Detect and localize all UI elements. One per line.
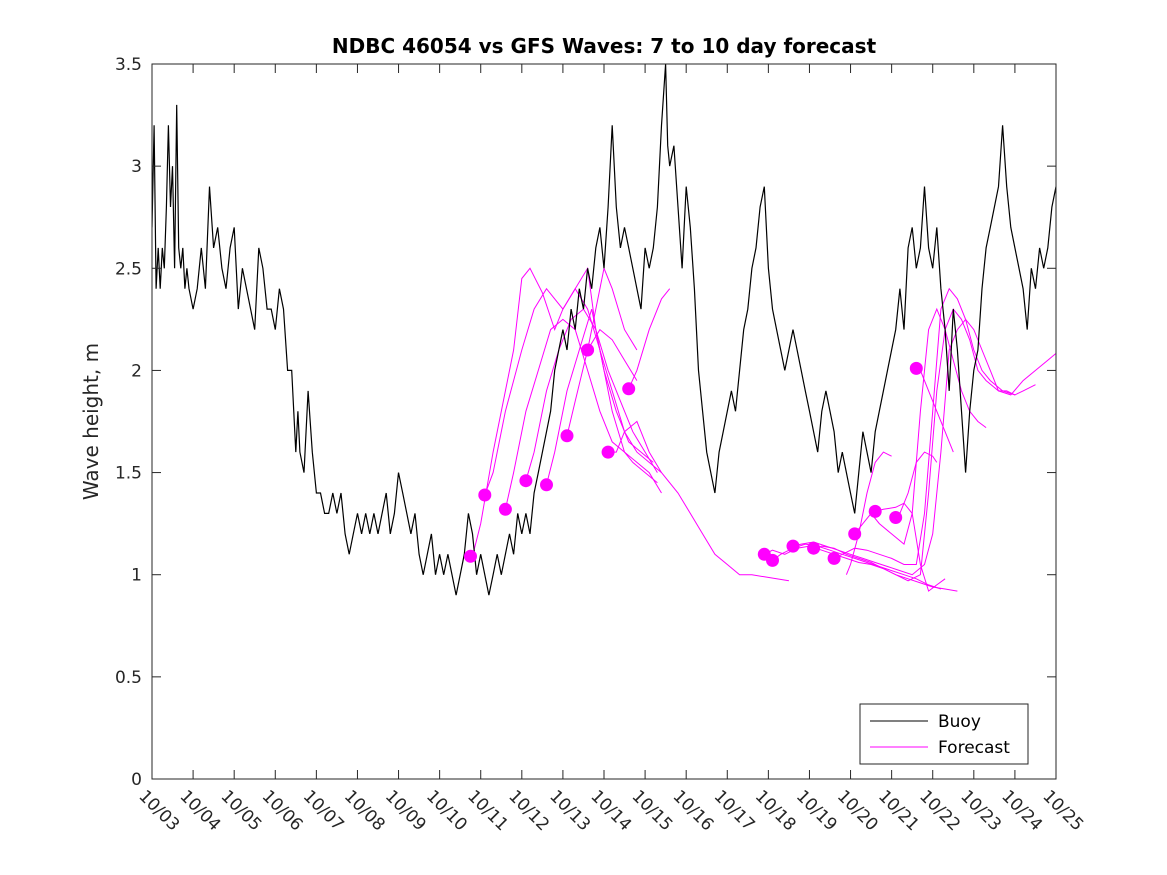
x-tick-label-14: 10/17	[710, 786, 759, 835]
y-axis-label: Wave height, m	[79, 343, 103, 500]
forecast-line-17	[845, 451, 892, 575]
forecast-marker-13	[827, 551, 841, 565]
forecast-marker-10	[766, 553, 779, 567]
forecast-line-20	[1101, 513, 1167, 554]
forecast-line-13	[833, 287, 1016, 565]
series-layer	[152, 64, 1167, 596]
x-tick-label-21: 10/24	[997, 786, 1046, 835]
legend: Buoy Forecast	[859, 703, 1029, 765]
forecast-marker-1	[478, 488, 492, 502]
forecast-marker-7	[601, 445, 615, 459]
x-tick-label-16: 10/19	[792, 786, 841, 835]
x-tick-label-5: 10/08	[340, 786, 389, 835]
forecast-marker-0	[464, 549, 477, 563]
forecast-line-8	[628, 288, 671, 390]
forecast-marker-20	[1115, 509, 1128, 522]
x-tick-label-13: 10/16	[669, 786, 718, 835]
x-tick-label-1: 10/04	[176, 786, 225, 835]
x-tick-label-19: 10/22	[915, 786, 964, 835]
forecast-marker-6	[581, 343, 595, 357]
forecast-line-21	[1122, 469, 1163, 516]
y-tick-label-5: 2.5	[115, 259, 142, 279]
forecast-line-19	[1081, 497, 1147, 564]
forecast-marker-2	[498, 502, 512, 516]
x-tick-label-18: 10/21	[874, 786, 923, 835]
forecast-marker-11	[786, 539, 800, 553]
x-tick-label-17: 10/20	[833, 786, 882, 835]
forecast-marker-19	[1095, 515, 1108, 528]
x-tick-label-20: 10/23	[956, 786, 1005, 835]
y-tick-label-0: 0	[131, 770, 142, 790]
y-tick-label-3: 1.5	[115, 464, 142, 484]
forecast-marker-14	[848, 527, 862, 541]
legend-label-forecast: Forecast	[938, 738, 1010, 758]
chart-title: NDBC 46054 vs GFS Waves: 7 to 10 day for…	[332, 34, 877, 58]
y-tick-label-1: 0.5	[115, 668, 142, 688]
buoy-line	[152, 64, 1056, 596]
y-tick-label-4: 2	[131, 361, 142, 381]
x-tick-label-7: 10/10	[422, 786, 471, 835]
forecast-marker-5	[560, 429, 574, 443]
forecast-marker-8	[622, 382, 636, 396]
x-tick-label-0: 10/03	[134, 786, 183, 835]
x-tick-label-3: 10/06	[258, 786, 307, 835]
legend-box	[859, 703, 1029, 765]
forecast-line-6	[587, 266, 638, 351]
forecast-line-15	[875, 502, 946, 592]
x-tick-label-8: 10/11	[463, 786, 512, 835]
forecast-line-7	[608, 420, 789, 582]
y-tick-label-6: 3	[131, 157, 142, 177]
forecast-line-3	[525, 308, 658, 481]
forecast-marker-12	[807, 541, 821, 555]
forecast-marker-4	[540, 478, 553, 492]
forecast-line-12	[813, 308, 1056, 582]
forecast-marker-3	[519, 474, 533, 488]
y-tick-label-7: 3.5	[115, 55, 142, 75]
x-tick-label-12: 10/15	[628, 786, 677, 835]
forecast-marker-17	[909, 361, 923, 375]
x-tick-label-6: 10/09	[381, 786, 430, 835]
x-tick-label-15: 10/18	[751, 786, 800, 835]
forecast-line-4	[546, 308, 654, 485]
x-tick-label-10: 10/13	[545, 786, 594, 835]
y-tick-label-2: 1	[131, 566, 142, 586]
forecast-line-5	[566, 328, 638, 436]
forecast-marker-16	[889, 511, 903, 524]
x-tick-label-9: 10/12	[504, 786, 553, 835]
forecast-marker-15	[868, 504, 882, 518]
x-tick-label-4: 10/07	[299, 786, 348, 835]
legend-label-buoy: Buoy	[938, 712, 981, 732]
x-tick-label-2: 10/05	[217, 786, 266, 835]
forecast-line-14	[854, 307, 987, 545]
x-tick-label-11: 10/14	[586, 786, 635, 835]
forecast-marker-18	[1074, 491, 1087, 504]
x-tick-label-22: 10/25	[1038, 786, 1087, 835]
